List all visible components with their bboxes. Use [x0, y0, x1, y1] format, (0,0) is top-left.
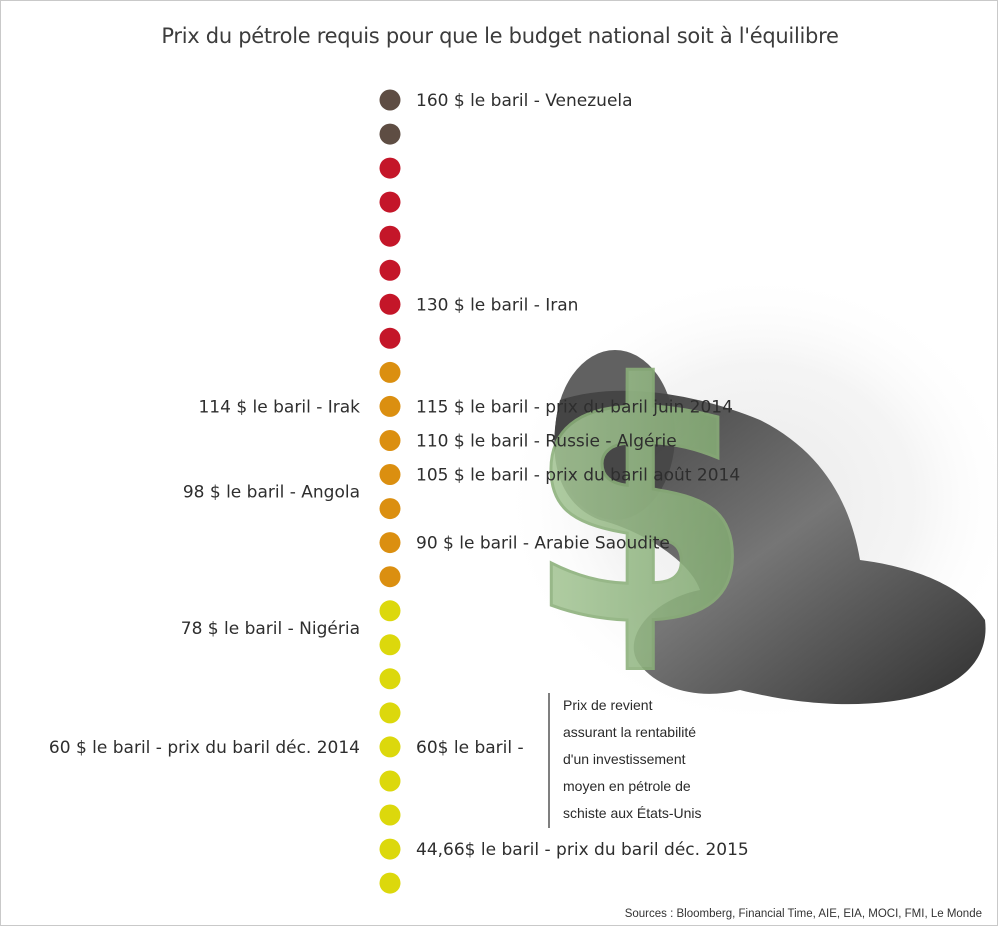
price-dot-red — [379, 225, 401, 247]
price-label-right: 90 $ le baril - Arabie Saoudite — [416, 534, 670, 554]
price-dot-yellow — [379, 770, 401, 792]
shale-annotation: Prix de revient assurant la rentabilité d'… — [563, 697, 702, 821]
chart-title: Prix du pétrole requis pour que le budge… — [161, 24, 839, 48]
price-dot-yellow — [379, 702, 401, 724]
price-dot-yellow — [379, 838, 401, 860]
price-dot-red — [379, 293, 401, 315]
price-label-right: 105 $ le baril - prix du baril août 2014 — [416, 466, 740, 486]
price-label-left: 78 $ le baril - Nigéria — [181, 619, 360, 639]
price-label-right: 60$ le baril - — [416, 738, 524, 758]
price-dot-red — [379, 327, 401, 349]
price-dot-brown — [379, 89, 401, 111]
price-dot-yellow — [379, 600, 401, 622]
price-dot-yellow — [379, 668, 401, 690]
price-label-left: 98 $ le baril - Angola — [183, 483, 360, 503]
price-dot-orange — [379, 566, 401, 588]
price-dot-yellow — [379, 736, 401, 758]
price-label-left: 60 $ le baril - prix du baril déc. 2014 — [49, 738, 360, 758]
annotation-line: Prix de revient — [563, 697, 653, 713]
annotation-line: assurant la rentabilité — [563, 724, 696, 740]
right-labels: 160 $ le baril - Venezuela 130 $ le baril… — [416, 91, 749, 860]
price-dot-orange — [379, 430, 401, 451]
dollar-sign-icon: $ — [525, 314, 755, 698]
oil-barrel-illustration: $ — [500, 270, 1000, 730]
left-labels: 114 $ le baril - Irak 98 $ le baril - Ang… — [49, 397, 360, 758]
price-label-right: 130 $ le baril - Iran — [416, 295, 578, 315]
price-label-right: 110 $ le baril - Russie - Algérie — [416, 432, 677, 452]
price-dot-orange — [379, 464, 401, 485]
price-dot-red — [379, 157, 401, 179]
price-dot-brown — [379, 123, 401, 145]
price-label-right: 44,66$ le baril - prix du baril déc. 201… — [416, 840, 749, 860]
sources-note: Sources : Bloomberg, Financial Time, AIE… — [624, 908, 982, 920]
price-label-left: 114 $ le baril - Irak — [198, 397, 360, 417]
price-label-right: 160 $ le baril - Venezuela — [416, 91, 633, 111]
price-dot-orange — [379, 395, 401, 417]
price-dot-orange — [379, 361, 401, 383]
price-dot-orange — [379, 498, 401, 520]
price-dot-yellow — [379, 872, 401, 894]
price-dot-red — [379, 191, 401, 213]
annotation-line: d'un investissement — [563, 751, 686, 767]
price-label-right: 115 $ le baril - prix du baril juin 2014 — [416, 397, 733, 417]
price-dot-red — [379, 259, 401, 281]
dot-column — [379, 89, 401, 894]
price-dot-orange — [379, 532, 401, 554]
price-dot-yellow — [379, 804, 401, 826]
annotation-line: schiste aux États-Unis — [563, 805, 702, 821]
barrel-opening — [555, 350, 675, 520]
price-dot-yellow — [379, 634, 401, 656]
annotation-line: moyen en pétrole de — [563, 778, 691, 794]
